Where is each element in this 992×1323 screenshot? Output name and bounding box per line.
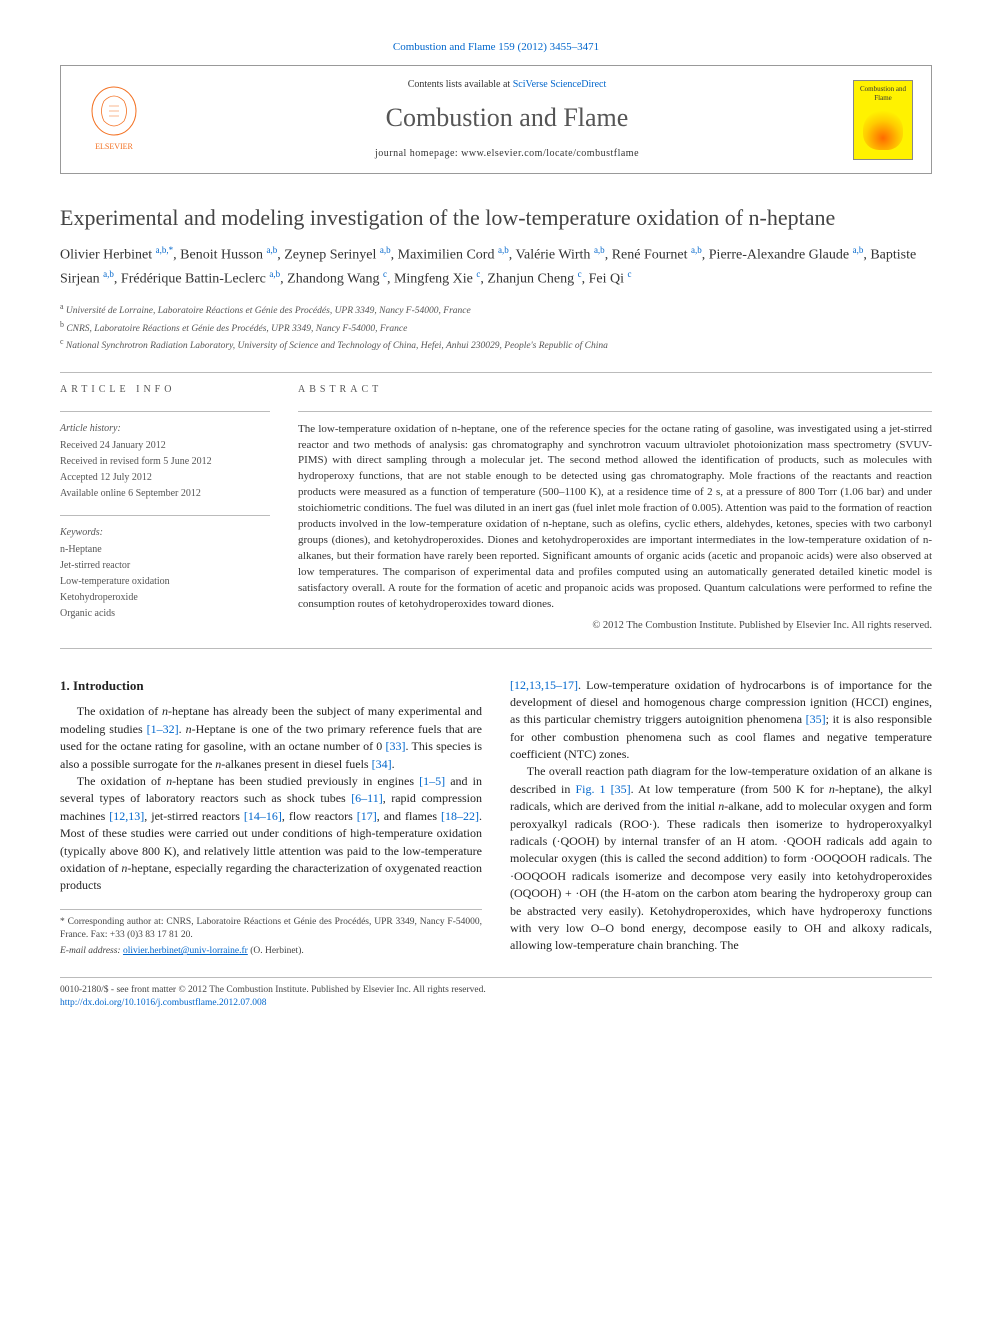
abstract-text: The low-temperature oxidation of n-hepta… bbox=[298, 422, 932, 613]
article-title: Experimental and modeling investigation … bbox=[60, 204, 932, 232]
divider-info-1 bbox=[60, 411, 270, 412]
elsevier-logo: ELSEVIER bbox=[79, 80, 149, 160]
email-author: (O. Herbinet). bbox=[250, 946, 304, 956]
abstract-copyright: © 2012 The Combustion Institute. Publish… bbox=[298, 619, 932, 634]
footer-line1: 0010-2180/$ - see front matter © 2012 Th… bbox=[60, 984, 932, 997]
history-accepted: Accepted 12 July 2012 bbox=[60, 471, 270, 485]
body-para-3: [12,13,15–17]. Low-temperature oxidation… bbox=[510, 677, 932, 764]
header-center: Contents lists available at SciVerse Sci… bbox=[161, 78, 853, 160]
corresponding-email-link[interactable]: olivier.herbinet@univ-lorraine.fr bbox=[123, 946, 248, 956]
section-1-title: 1. Introduction bbox=[60, 677, 482, 696]
keyword-0: n-Heptane bbox=[60, 543, 270, 557]
body-para-4: The overall reaction path diagram for th… bbox=[510, 763, 932, 954]
authors-list: Olivier Herbinet a,b,*, Benoit Husson a,… bbox=[60, 243, 932, 291]
divider-info-2 bbox=[60, 515, 270, 516]
cover-label: Combustion and Flame bbox=[858, 85, 908, 105]
contents-prefix: Contents lists available at bbox=[408, 79, 513, 90]
abstract-label: ABSTRACT bbox=[298, 383, 932, 397]
keyword-3: Ketohydroperoxide bbox=[60, 591, 270, 605]
affiliation-b: b CNRS, Laboratoire Réactions et Génie d… bbox=[60, 319, 932, 336]
affiliations: a Université de Lorraine, Laboratoire Ré… bbox=[60, 301, 932, 353]
article-body: 1. Introduction The oxidation of n-hepta… bbox=[60, 677, 932, 959]
keyword-1: Jet-stirred reactor bbox=[60, 559, 270, 573]
footnote-block: * Corresponding author at: CNRS, Laborat… bbox=[60, 909, 482, 959]
info-abstract-row: ARTICLE INFO Article history: Received 2… bbox=[60, 383, 932, 634]
sciencedirect-link[interactable]: SciVerse ScienceDirect bbox=[513, 79, 607, 90]
body-para-1: The oxidation of n-heptane has already b… bbox=[60, 703, 482, 773]
history-received: Received 24 January 2012 bbox=[60, 439, 270, 453]
article-info-label: ARTICLE INFO bbox=[60, 383, 270, 397]
journal-homepage: journal homepage: www.elsevier.com/locat… bbox=[161, 147, 853, 161]
affiliation-c: c National Synchrotron Radiation Laborat… bbox=[60, 336, 932, 353]
affiliation-a: a Université de Lorraine, Laboratoire Ré… bbox=[60, 301, 932, 318]
divider-top bbox=[60, 372, 932, 373]
abstract-column: ABSTRACT The low-temperature oxidation o… bbox=[298, 383, 932, 634]
body-para-2: The oxidation of n-heptane has been stud… bbox=[60, 773, 482, 895]
elsevier-logo-text: ELSEVIER bbox=[95, 141, 133, 152]
journal-cover-thumb: Combustion and Flame bbox=[853, 80, 913, 160]
email-line: E-mail address: olivier.herbinet@univ-lo… bbox=[60, 945, 482, 959]
doi-link[interactable]: http://dx.doi.org/10.1016/j.combustflame… bbox=[60, 998, 266, 1008]
journal-name: Combustion and Flame bbox=[161, 100, 853, 136]
history-online: Available online 6 September 2012 bbox=[60, 487, 270, 501]
keyword-4: Organic acids bbox=[60, 607, 270, 621]
history-revised: Received in revised form 5 June 2012 bbox=[60, 455, 270, 469]
keywords-label: Keywords: bbox=[60, 526, 270, 540]
keyword-2: Low-temperature oxidation bbox=[60, 575, 270, 589]
article-info: ARTICLE INFO Article history: Received 2… bbox=[60, 383, 270, 634]
contents-line: Contents lists available at SciVerse Sci… bbox=[161, 78, 853, 92]
corresponding-author: * Corresponding author at: CNRS, Laborat… bbox=[60, 916, 482, 944]
divider-abstract bbox=[298, 411, 932, 412]
citation-header: Combustion and Flame 159 (2012) 3455–347… bbox=[60, 40, 932, 55]
journal-header-box: ELSEVIER Contents lists available at Sci… bbox=[60, 65, 932, 173]
history-label: Article history: bbox=[60, 422, 270, 436]
flame-icon bbox=[863, 110, 903, 150]
page-footer: 0010-2180/$ - see front matter © 2012 Th… bbox=[60, 977, 932, 1011]
divider-bottom bbox=[60, 648, 932, 649]
